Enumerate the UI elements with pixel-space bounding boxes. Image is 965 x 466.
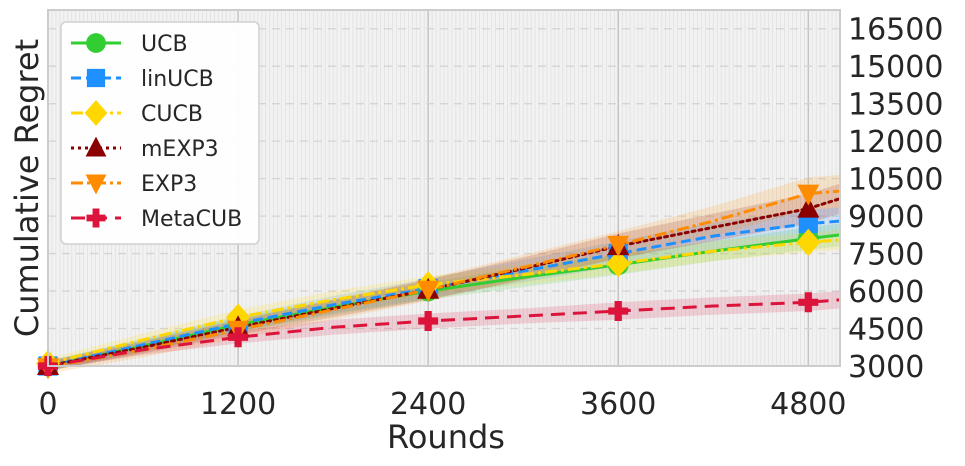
exp3-marker: [417, 280, 440, 302]
exp3-marker: [607, 235, 630, 257]
y-tick-label: 7500: [848, 238, 924, 273]
legend-ucb-label: UCB: [141, 32, 188, 57]
exp3-marker: [797, 184, 820, 206]
metacub-marker: [798, 292, 819, 313]
metacub-marker: [608, 301, 629, 322]
legend-linucb-marker: [86, 68, 106, 88]
legend-mexp3-marker: [85, 136, 107, 157]
x-tick-labels: 0 1200 2400 3600 4800: [38, 387, 846, 422]
legend-metacub-label: MetaCUB: [141, 207, 242, 232]
legend-metacub-marker: [86, 208, 106, 228]
x-tick-label: 1200: [200, 387, 276, 422]
legend-mexp3-label: mEXP3: [141, 137, 219, 162]
y-tick-label: 15000: [848, 50, 943, 85]
y-tick-label: 9000: [848, 200, 924, 235]
legend-exp3-marker: [85, 174, 107, 195]
mexp3-marker: [797, 196, 820, 218]
cucb-marker: [606, 249, 631, 278]
x-tick-label: 4800: [770, 387, 846, 422]
metacub-line: [47, 298, 841, 368]
y-axis-title: Cumulative Regret: [8, 39, 46, 337]
y-tick-labels: 3000450060007500900010500120001350015000…: [848, 13, 943, 385]
y-tick-label: 13500: [848, 88, 943, 123]
legend-cucb-marker: [84, 100, 108, 126]
series-lines: [46, 189, 842, 369]
exp3-line: [47, 189, 841, 369]
x-axis-title: Rounds: [387, 418, 505, 456]
cucb-line: [47, 238, 841, 365]
series-markers: [36, 184, 821, 380]
x-tick-label: 2400: [390, 387, 466, 422]
legend-ucb-marker: [86, 33, 106, 53]
x-tick-label: 3600: [580, 387, 656, 422]
metacub-marker: [418, 311, 439, 332]
plot-area: [36, 9, 842, 380]
y-tick-label: 12000: [848, 125, 943, 160]
mexp3-line: [46, 197, 842, 368]
legend-linucb-label: linUCB: [141, 67, 214, 92]
y-tick-label: 3000: [848, 350, 924, 385]
legend: UCB linUCB CUCB mEXP3 EXP3 MetaCUB: [60, 21, 260, 245]
linucb-marker: [798, 214, 818, 234]
y-tick-label: 16500: [848, 13, 943, 48]
y-tick-label: 4500: [848, 313, 924, 348]
metacub-marker: [228, 327, 249, 348]
cucb-marker: [796, 228, 821, 256]
y-tick-label: 10500: [848, 163, 943, 198]
x-tick-label: 0: [38, 387, 57, 422]
cucb-band: [48, 229, 840, 369]
plot-frame: [47, 9, 841, 367]
legend-exp3-label: EXP3: [141, 172, 197, 197]
ucb-line: [47, 233, 841, 368]
legend-cucb-label: CUCB: [141, 102, 203, 127]
y-tick-label: 6000: [848, 275, 924, 310]
